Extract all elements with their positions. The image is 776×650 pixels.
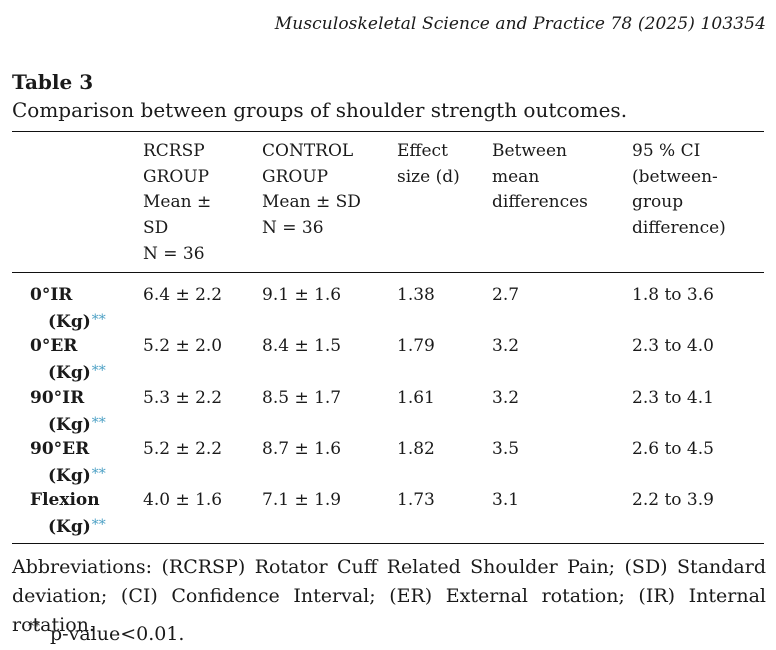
cell-control: 8.7 ± 1.6 [262, 439, 342, 459]
header-line: SD [143, 218, 169, 239]
header-line: Effect [397, 141, 448, 161]
row-label-line2: (Kg)** [30, 359, 106, 386]
table-row: 90°IR (Kg)** 5.3 ± 2.2 8.5 ± 1.7 1.61 3.… [0, 386, 776, 438]
header-control-group: CONTROL GROUP Mean ± SD N = 36 [262, 139, 361, 242]
header-line: N = 36 [262, 218, 324, 239]
row-label-line2: (Kg)** [30, 308, 106, 335]
significance-marker[interactable]: ** [91, 466, 106, 482]
header-line: (between- [632, 166, 718, 187]
cell-effect-size: 1.73 [397, 490, 435, 510]
p-value-text: p-value<0.01. [50, 623, 185, 645]
header-line: mean [492, 166, 540, 187]
cell-rcrsp: 5.2 ± 2.2 [143, 439, 223, 459]
header-line: Between [492, 141, 568, 161]
cell-control: 7.1 ± 1.9 [262, 490, 342, 510]
header-line: 95 % CI [632, 141, 701, 161]
header-line: differences [492, 192, 588, 213]
cell-effect-size: 1.61 [397, 388, 435, 408]
cell-rcrsp: 4.0 ± 1.6 [143, 490, 223, 510]
significance-marker[interactable]: ** [91, 517, 106, 533]
table-row: Flexion (Kg)** 4.0 ± 1.6 7.1 ± 1.9 1.73 … [0, 488, 776, 540]
header-line: RCRSP [143, 141, 205, 161]
row-unit: (Kg) [48, 517, 91, 537]
cell-mean-difference: 3.1 [492, 490, 520, 510]
p-value-footnote: ** p-value<0.01. [28, 612, 184, 649]
row-label-line1: 0°ER [30, 336, 78, 356]
header-between-mean-differences: Between mean differences [492, 139, 588, 216]
cell-effect-size: 1.38 [397, 285, 435, 305]
header-line: GROUP [143, 166, 210, 187]
row-label-line2: (Kg)** [30, 462, 106, 489]
header-line: CONTROL [262, 141, 354, 161]
cell-mean-difference: 3.2 [492, 388, 520, 408]
abbreviations-footnote: Abbreviations: (RCRSP) Rotator Cuff Rela… [12, 556, 766, 636]
table-bottom-rule [12, 543, 764, 544]
row-label: 0°ER (Kg)** [30, 334, 106, 386]
cell-rcrsp: 5.2 ± 2.0 [143, 336, 223, 356]
header-effect-size: Effect size (d) [397, 139, 460, 190]
table-header-rule [12, 272, 764, 273]
header-line: difference) [632, 218, 726, 239]
significance-marker[interactable]: ** [91, 363, 106, 379]
cell-ci: 2.3 to 4.1 [632, 388, 714, 408]
header-line: group [632, 192, 684, 213]
cell-ci: 2.6 to 4.5 [632, 439, 714, 459]
cell-ci: 2.3 to 4.0 [632, 336, 714, 356]
footnote-marker: ** [28, 619, 40, 633]
cell-rcrsp: 5.3 ± 2.2 [143, 388, 223, 408]
significance-marker[interactable]: ** [91, 312, 106, 328]
cell-control: 9.1 ± 1.6 [262, 285, 342, 305]
row-label-line1: Flexion [30, 490, 100, 510]
row-label-line2: (Kg)** [30, 513, 106, 540]
table-label: Table 3 [12, 70, 94, 94]
header-line: GROUP [262, 166, 329, 187]
row-label-line1: 90°IR [30, 388, 85, 408]
row-unit: (Kg) [48, 363, 91, 383]
row-unit: (Kg) [48, 312, 91, 332]
cell-control: 8.4 ± 1.5 [262, 336, 342, 356]
cell-control: 8.5 ± 1.7 [262, 388, 342, 408]
row-label-line2: (Kg)** [30, 411, 106, 438]
row-unit: (Kg) [48, 415, 91, 435]
cell-effect-size: 1.79 [397, 336, 435, 356]
table-caption: Comparison between groups of shoulder st… [12, 98, 628, 122]
header-line: N = 36 [143, 243, 205, 264]
table-top-rule [12, 131, 764, 132]
row-label: 90°IR (Kg)** [30, 386, 106, 438]
cell-ci: 2.2 to 3.9 [632, 490, 714, 510]
header-line: Mean ± SD [262, 192, 361, 213]
row-label: Flexion (Kg)** [30, 488, 106, 540]
header-line: Mean ± [143, 192, 212, 213]
journal-reference: Musculoskeletal Science and Practice 78 … [274, 14, 766, 34]
table-row: 0°ER (Kg)** 5.2 ± 2.0 8.4 ± 1.5 1.79 3.2… [0, 334, 776, 386]
cell-mean-difference: 2.7 [492, 285, 520, 305]
row-label: 0°IR (Kg)** [30, 283, 106, 335]
significance-marker[interactable]: ** [91, 415, 106, 431]
row-label: 90°ER (Kg)** [30, 437, 106, 489]
cell-rcrsp: 6.4 ± 2.2 [143, 285, 223, 305]
row-unit: (Kg) [48, 466, 91, 486]
header-95-ci: 95 % CI (between- group difference) [632, 139, 726, 242]
row-label-line1: 0°IR [30, 285, 73, 305]
cell-mean-difference: 3.2 [492, 336, 520, 356]
header-line: size (d) [397, 166, 460, 187]
header-rcrsp-group: RCRSP GROUP Mean ± SD N = 36 [143, 139, 211, 268]
cell-ci: 1.8 to 3.6 [632, 285, 714, 305]
row-label-line1: 90°ER [30, 439, 90, 459]
cell-effect-size: 1.82 [397, 439, 435, 459]
table-row: 90°ER (Kg)** 5.2 ± 2.2 8.7 ± 1.6 1.82 3.… [0, 437, 776, 489]
cell-mean-difference: 3.5 [492, 439, 520, 459]
table-row: 0°IR (Kg)** 6.4 ± 2.2 9.1 ± 1.6 1.38 2.7… [0, 283, 776, 335]
